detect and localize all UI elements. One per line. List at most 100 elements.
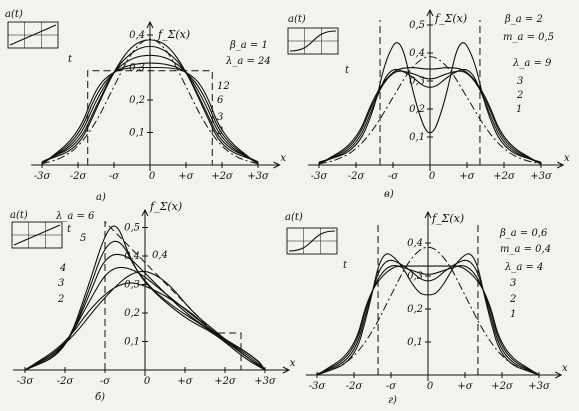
x-axis-label: x bbox=[564, 153, 570, 164]
inset-modulation-curve bbox=[288, 230, 336, 252]
y-tick-label: 0,4 bbox=[407, 238, 423, 249]
inset-modulation-curve bbox=[289, 30, 337, 52]
parameter-label: λ_a = 6 bbox=[55, 211, 95, 222]
inset-title: a(t) bbox=[5, 9, 23, 20]
panel-label: в) bbox=[384, 189, 394, 200]
series-label: 2 bbox=[509, 294, 516, 305]
x-tick-label: +3σ bbox=[530, 171, 553, 182]
density-curve-2 bbox=[41, 66, 259, 165]
x-tick-label: +2σ bbox=[493, 171, 516, 182]
x-tick-label: +σ bbox=[178, 171, 194, 182]
x-tick-label: 0 bbox=[429, 171, 436, 182]
triangular-density-outline bbox=[104, 220, 242, 370]
y-axis-label: f_Σ(x) bbox=[149, 200, 182, 213]
series-label: 4 bbox=[59, 263, 66, 274]
x-tick-label: 0 bbox=[427, 381, 434, 392]
series-label: 2 bbox=[216, 126, 223, 137]
panel-label: a) bbox=[96, 192, 106, 203]
inset-t-label: t bbox=[68, 54, 73, 65]
x-tick-label: +3σ bbox=[254, 376, 277, 387]
series-label: 2 bbox=[57, 294, 64, 305]
y-tick-label: 0,2 bbox=[129, 95, 145, 106]
y-tick-label: 0,4 bbox=[409, 48, 425, 59]
y-tick-label: 0,1 bbox=[129, 128, 145, 139]
parameter-label: β_a = 2 bbox=[504, 14, 543, 25]
y-tick-label: 0,2 bbox=[409, 104, 425, 115]
inset-t-label: t bbox=[345, 65, 350, 76]
density-curve-12 bbox=[41, 45, 259, 163]
series-label: 2 bbox=[516, 90, 523, 101]
x-tick-label: +2σ bbox=[491, 381, 514, 392]
series-label: 3 bbox=[217, 112, 223, 123]
parameter-label: m_a = 0,5 bbox=[503, 32, 554, 43]
y-tick-label: 0,5 bbox=[124, 223, 140, 234]
y-tick-label: 0,4 bbox=[129, 30, 145, 41]
inset-title: a(t) bbox=[10, 210, 28, 221]
x-tick-label: -2σ bbox=[348, 171, 366, 182]
x-tick-label: -3σ bbox=[34, 171, 52, 182]
density-curve-6 bbox=[41, 54, 259, 164]
y-tick-label: 0,1 bbox=[407, 337, 423, 348]
y-tick-label: 0,2 bbox=[124, 308, 140, 319]
x-tick-label: +σ bbox=[459, 171, 475, 182]
series-label: 3 bbox=[58, 278, 64, 289]
y-tick-label: 0,5 bbox=[409, 20, 425, 31]
series-label: 0,4 bbox=[152, 250, 168, 261]
y-axis-arrow bbox=[141, 208, 149, 217]
x-tick-label: 0 bbox=[149, 171, 156, 182]
x-tick-label: +3σ bbox=[247, 171, 270, 182]
parameter-label: λ_a = 24 bbox=[225, 56, 271, 67]
y-axis-arrow bbox=[146, 20, 154, 29]
density-curve-1 bbox=[316, 265, 540, 376]
normal-density-curve bbox=[316, 246, 540, 375]
x-tick-label: -3σ bbox=[311, 171, 329, 182]
parameter-label: β_a = 1 bbox=[229, 40, 268, 51]
density-curve-0-4 bbox=[24, 270, 266, 371]
panel-g: x f_Σ(x) -3σ -2σ -σ 0 +σ +2σ +3σ 0,1 0,2 0,3 0,4 a(t)… bbox=[285, 210, 568, 406]
y-axis-label: f_Σ(x) bbox=[157, 28, 190, 41]
inset-g: a(t) t bbox=[285, 212, 348, 271]
x-tick-label: +2σ bbox=[214, 376, 237, 387]
x-axis-arrow bbox=[282, 366, 291, 374]
panel-label: б) bbox=[95, 392, 105, 403]
y-tick-label: 0,3 bbox=[407, 271, 423, 282]
x-tick-label: -3σ bbox=[17, 376, 35, 387]
density-curve-1 bbox=[318, 67, 542, 165]
inset-title: a(t) bbox=[288, 14, 306, 25]
density-curve-5 bbox=[24, 240, 266, 371]
y-axis-label: f_Σ(x) bbox=[431, 212, 464, 225]
normal-density-curve bbox=[318, 56, 542, 165]
inset-t-label: t bbox=[343, 260, 348, 271]
density-curve-3 bbox=[41, 62, 259, 165]
inset-v: a(t) t bbox=[287, 14, 350, 76]
x-tick-label: -2σ bbox=[346, 381, 364, 392]
x-tick-label: -3σ bbox=[309, 381, 327, 392]
x-axis-label: x bbox=[280, 153, 286, 164]
y-tick-label: 0,1 bbox=[124, 337, 140, 348]
series-label: 5 bbox=[80, 233, 86, 244]
uniform-density-outline bbox=[87, 70, 213, 165]
y-axis-label: f_Σ(x) bbox=[434, 12, 467, 25]
panel-label: г) bbox=[388, 395, 397, 406]
x-axis-arrow bbox=[556, 161, 565, 169]
x-axis-arrow bbox=[554, 371, 563, 379]
x-tick-label: -2σ bbox=[70, 171, 88, 182]
y-tick-label: 0,3 bbox=[124, 280, 140, 291]
series-label: 12 bbox=[217, 81, 230, 92]
density-curve-3 bbox=[316, 259, 540, 376]
density-curve-2 bbox=[318, 70, 542, 165]
x-tick-label: -2σ bbox=[57, 376, 75, 387]
inset-a: a(t) t bbox=[5, 9, 73, 65]
inset-b: a(t) t bbox=[10, 210, 72, 249]
x-tick-label: -σ bbox=[386, 381, 397, 392]
panel-b: x f_Σ(x) -3σ -2σ -σ 0 +σ +2σ +3σ 0,1 0,2 0,3 0,4 0,5 a… bbox=[10, 200, 296, 403]
density-curve-4 bbox=[316, 253, 540, 376]
x-tick-label: +σ bbox=[457, 381, 473, 392]
series-label: 6 bbox=[217, 95, 224, 106]
normal-density-curve bbox=[41, 38, 259, 165]
x-axis-label: x bbox=[290, 358, 296, 369]
x-axis-arrow bbox=[273, 161, 281, 169]
x-axis-label: x bbox=[562, 363, 568, 374]
x-tick-label: +3σ bbox=[528, 381, 551, 392]
